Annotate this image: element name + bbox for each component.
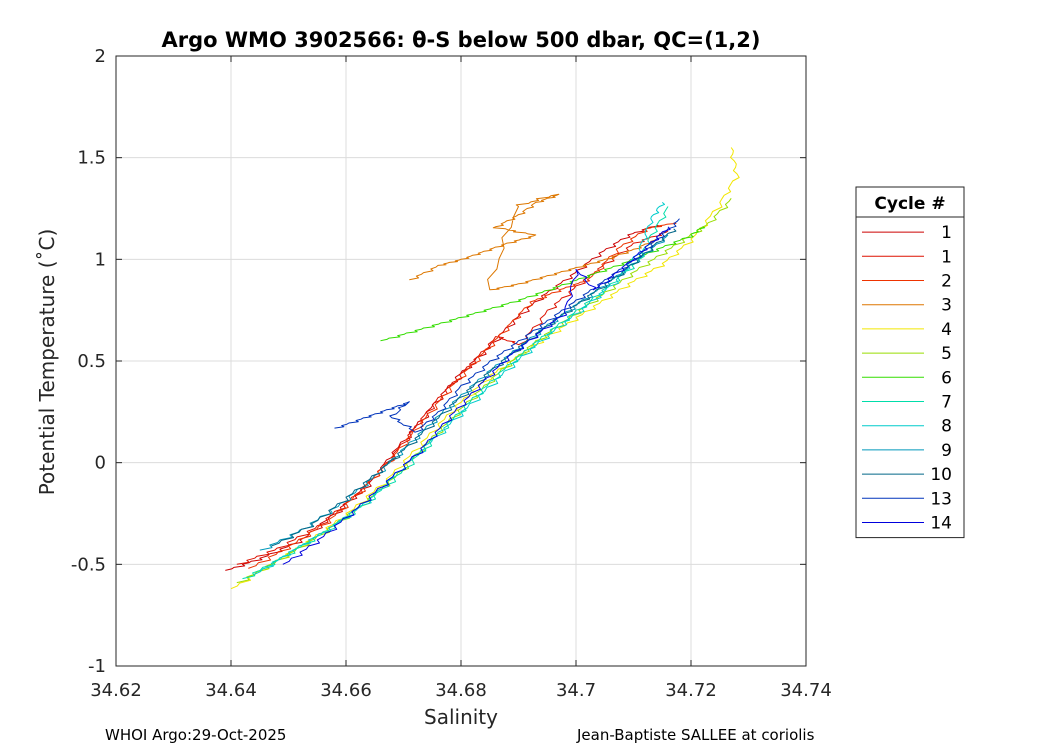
legend-entry-label: 2 [941,272,952,292]
legend-items: 1 1 2 3 4 5 6 7 8 9 10 13 14 [862,223,952,534]
chart-title: Argo WMO 3902566: θ-S below 500 dbar, QC… [162,28,761,52]
y-tick-label: 1 [95,249,106,270]
legend-entry-label: 7 [941,393,952,413]
series-line-cycle-1 [225,224,660,571]
y-tick-label: -0.5 [71,554,106,575]
y-tick-label: -1 [88,656,106,677]
legend-entry-label: 9 [941,441,952,461]
footer-left: WHOI Argo:29-Oct-2025 [105,726,287,744]
series-line-cycle-6 [380,226,706,342]
series-line-cycle-10 [271,228,677,547]
x-tick-label: 34.68 [435,680,487,701]
x-tick-label: 34.66 [320,680,372,701]
series-line-cycle-1 [236,230,669,565]
x-tick-label: 34.72 [665,680,717,701]
x-tick-label: 34.64 [205,680,257,701]
x-tick-label: 34.74 [780,680,832,701]
legend-title: Cycle # [874,194,945,214]
x-tick-label: 34.62 [90,680,142,701]
legend-entry-label: 1 [941,247,952,267]
y-tick-label: 2 [95,46,106,67]
legend-entry-label: 3 [941,296,952,316]
legend-entry-label: 4 [941,320,952,340]
series-line-cycle-14 [282,226,671,565]
legend-entry-label: 10 [930,465,952,485]
legend-entry-label: 13 [930,489,952,509]
series-line-cycle-13 [334,218,680,433]
y-axis-ticks: -1 -0.5 0 0.5 1 1.5 2 [71,46,806,677]
legend-box [855,186,965,539]
footer-right: Jean-Baptiste SALLEE at coriolis [577,726,815,744]
legend: Cycle # 1 1 2 3 4 5 6 7 8 9 10 13 14 [855,186,965,539]
x-tick-label: 34.7 [556,680,596,701]
y-tick-label: 0 [95,453,106,474]
legend-entry-label: 6 [941,368,952,388]
x-axis-label: Salinity [424,705,498,729]
x-axis-ticks: 34.62 34.64 34.66 34.68 34.7 34.72 34.74 [90,56,832,701]
series-line-cycle-3 [409,193,657,291]
y-tick-label: 0.5 [77,351,106,372]
y-axis-label: Potential Temperature (˚C) [35,229,59,496]
series-layer [225,147,740,590]
legend-entry-label: 14 [930,514,952,534]
legend-entry-label: 8 [941,417,952,437]
legend-entry-label: 5 [941,344,952,364]
legend-entry-label: 1 [941,223,952,243]
y-tick-label: 1.5 [77,148,106,169]
